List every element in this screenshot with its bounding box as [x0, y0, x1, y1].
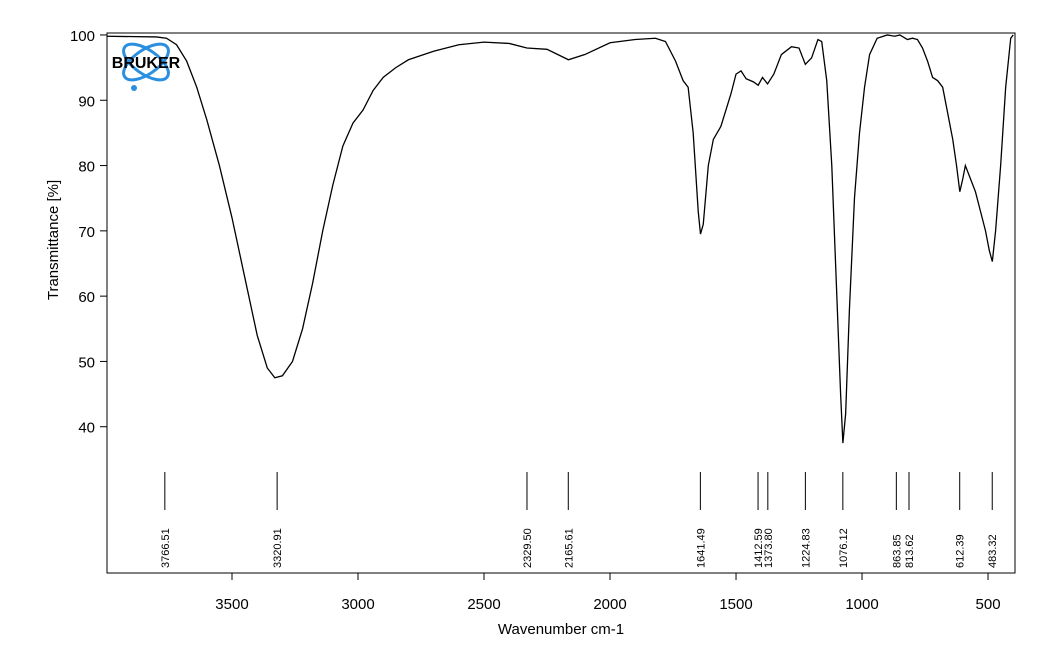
peak-label: 3320.91: [272, 528, 284, 568]
peak-label: 612.39: [955, 534, 967, 568]
logo-text: BRUKER: [112, 55, 181, 72]
y-tick-label: 60: [78, 289, 95, 306]
peak-label: 813.62: [904, 534, 916, 568]
y-axis-label: Transmittance [%]: [45, 180, 62, 300]
peak-label: 3766.51: [160, 528, 172, 568]
y-tick-label: 70: [78, 224, 95, 241]
logo: BRUKER: [112, 42, 181, 91]
x-tick-label: 2000: [593, 596, 626, 613]
peak-label: 2329.50: [522, 528, 534, 568]
y-tick-label: 90: [78, 93, 95, 110]
peak-label: 1412.59: [753, 528, 765, 568]
peak-label: 863.85: [891, 534, 903, 568]
peak-label: 2165.61: [563, 528, 575, 568]
spectrum-line: [106, 34, 1014, 444]
peak-label: 1224.83: [800, 528, 812, 568]
peak-label: 1373.80: [763, 528, 775, 568]
x-tick-label: 500: [976, 596, 1001, 613]
x-axis-label: Wavenumber cm-1: [498, 621, 624, 638]
x-tick-label: 1000: [845, 596, 878, 613]
y-tick-label: 80: [78, 159, 95, 176]
x-tick-label: 3000: [341, 596, 374, 613]
x-tick-label: 1500: [719, 596, 752, 613]
peak-label: 1641.49: [695, 528, 707, 568]
peak-label: 483.32: [987, 534, 999, 568]
y-tick-label: 50: [78, 354, 95, 371]
y-tick-label: 40: [78, 420, 95, 437]
x-tick-label: 3500: [215, 596, 248, 613]
y-tick-label: 100: [70, 28, 95, 45]
x-tick-label: 2500: [467, 596, 500, 613]
plot-frame: [106, 32, 1016, 574]
peak-label: 1076.12: [838, 528, 850, 568]
